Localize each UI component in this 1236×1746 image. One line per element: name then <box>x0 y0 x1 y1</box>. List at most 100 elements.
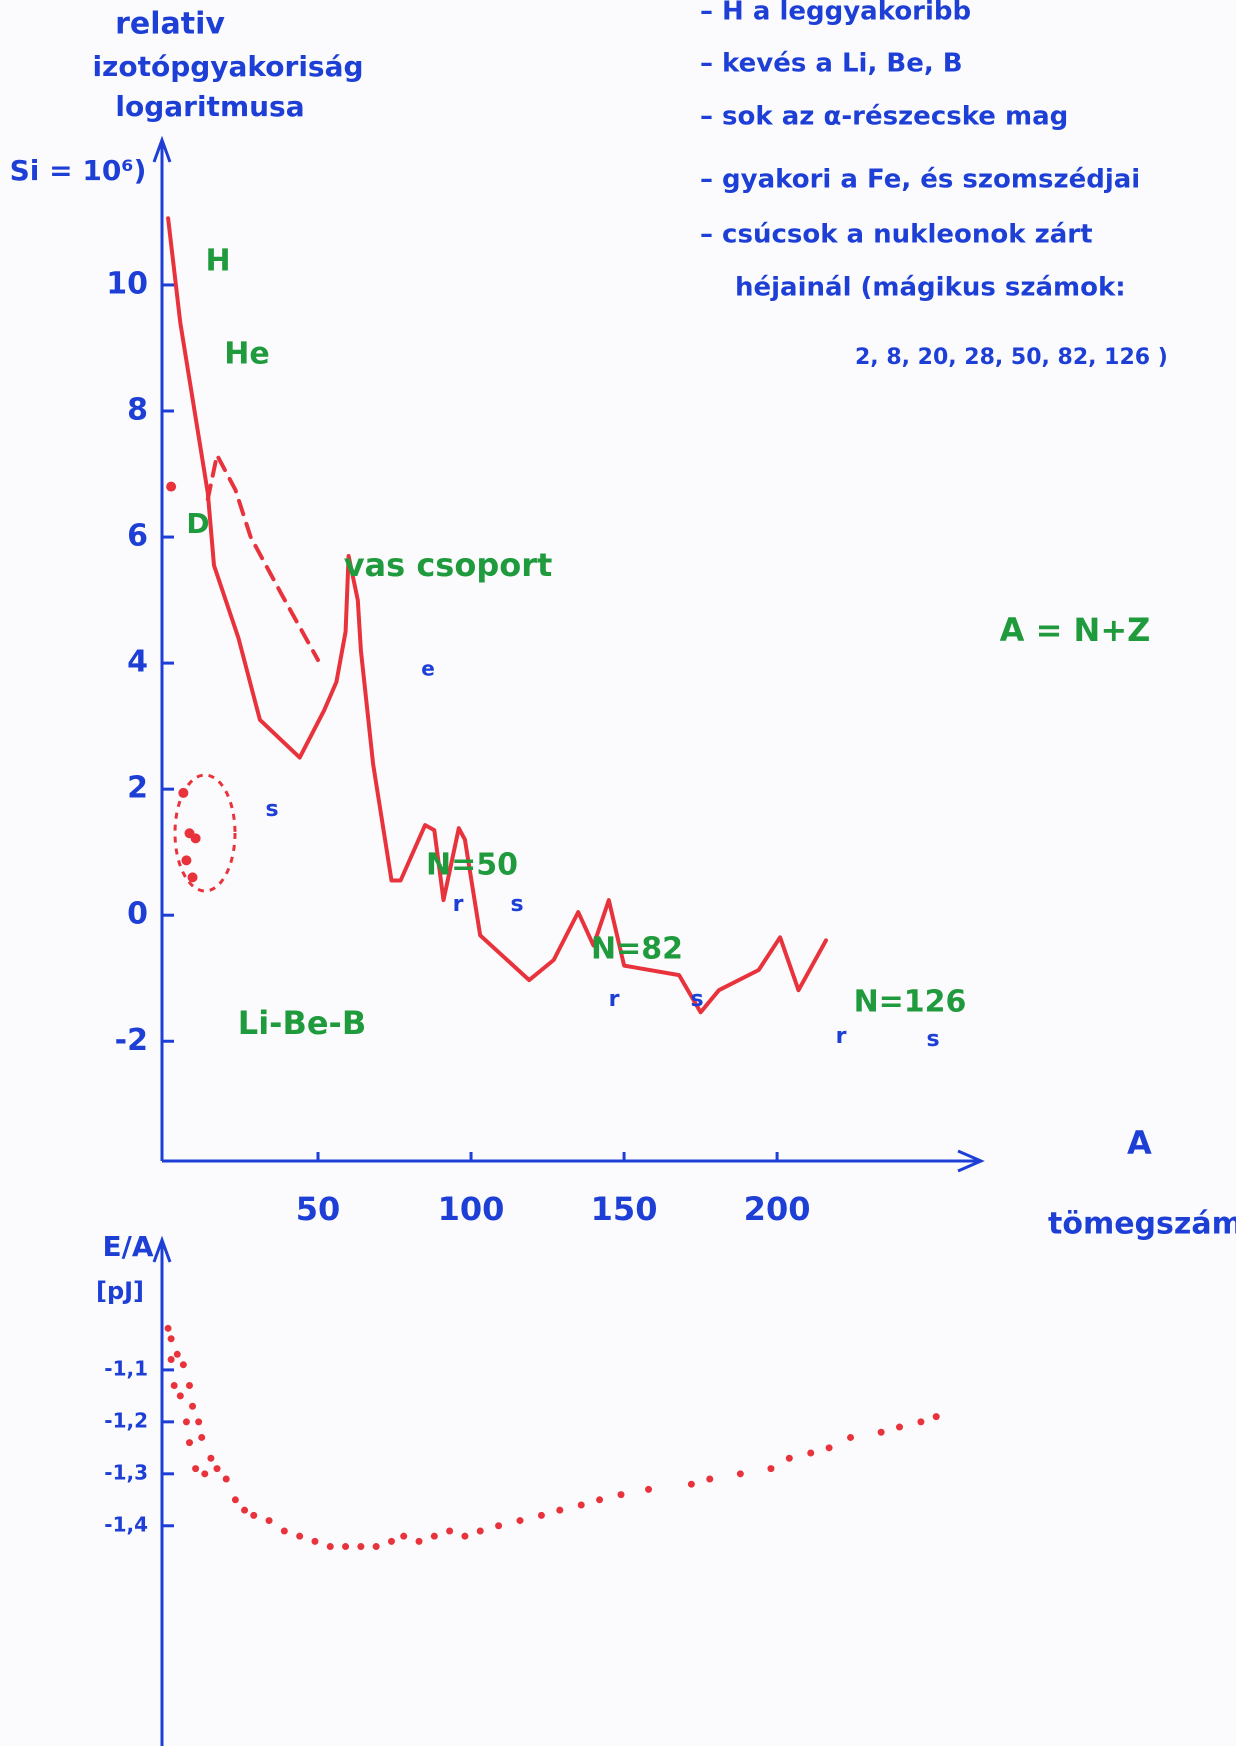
annotation: vas csoport <box>344 546 553 584</box>
data-point <box>400 1532 408 1540</box>
data-point <box>461 1532 469 1540</box>
y-tick-label: 10 <box>106 266 148 301</box>
annotation: D <box>186 507 209 540</box>
data-point <box>847 1433 855 1441</box>
data-point <box>387 1537 395 1545</box>
annotation: s <box>690 987 703 1012</box>
annotation: s <box>926 1027 939 1052</box>
x-tick-label: 100 <box>438 1190 505 1228</box>
data-point <box>167 1335 175 1343</box>
data-point <box>241 1506 249 1514</box>
annotation: N=82 <box>591 932 683 967</box>
data-point <box>179 1361 187 1369</box>
data-point <box>706 1475 714 1483</box>
y-axis-arrow <box>152 135 172 163</box>
data-point <box>280 1527 288 1535</box>
data-point <box>231 1496 239 1504</box>
data-point <box>807 1449 815 1457</box>
x-tick-label: 200 <box>744 1190 811 1228</box>
data-point <box>476 1527 484 1535</box>
data-point <box>185 1381 193 1389</box>
data-point <box>430 1532 438 1540</box>
data-point <box>825 1444 833 1452</box>
y-axis-label: [pJ] <box>96 1277 144 1305</box>
note-line: – gyakori a Fe, és szomszédjai <box>700 165 1140 195</box>
y-tick-label: 4 <box>127 645 148 680</box>
x-tick-label: 150 <box>591 1190 658 1228</box>
y-tick-label: 6 <box>127 519 148 554</box>
x-axis-label: A <box>1127 1124 1152 1162</box>
data-point <box>932 1413 940 1421</box>
data-point <box>178 787 189 798</box>
x-axis-arrow <box>957 1149 985 1173</box>
data-point <box>326 1543 334 1551</box>
annotation: r <box>836 1024 847 1049</box>
data-point <box>917 1418 925 1426</box>
data-point <box>222 1475 230 1483</box>
data-point <box>167 1356 175 1364</box>
y-tick-label: 0 <box>127 897 148 932</box>
annotation: N=50 <box>426 848 518 883</box>
x-tick-label: 50 <box>296 1190 341 1228</box>
y-axis-arrow <box>152 1235 172 1263</box>
data-point <box>213 1465 221 1473</box>
data-point <box>181 855 192 866</box>
note-line: – csúcsok a nukleonok zárt <box>700 220 1093 250</box>
annotation: s <box>265 797 278 822</box>
data-point <box>296 1532 304 1540</box>
data-point <box>357 1543 365 1551</box>
data-point <box>577 1501 585 1509</box>
data-point <box>185 1439 193 1447</box>
data-point <box>415 1537 423 1545</box>
y-tick-label: -1,1 <box>104 1356 148 1380</box>
data-point <box>495 1522 503 1530</box>
annotation: H <box>205 244 230 279</box>
y-tick-label: -1,2 <box>104 1408 148 1432</box>
y-tick-label: 8 <box>127 393 148 428</box>
data-point <box>198 1433 206 1441</box>
y-tick-label: -1,3 <box>104 1460 148 1484</box>
data-point <box>596 1496 604 1504</box>
annotation: e <box>421 657 435 681</box>
annotation: r <box>453 892 464 917</box>
annotation: N=126 <box>854 985 967 1020</box>
y-axis-label: izotópgyakoriság <box>92 50 363 83</box>
data-point <box>516 1517 524 1525</box>
data-point <box>207 1454 215 1462</box>
data-point <box>166 481 177 492</box>
data-point <box>785 1454 793 1462</box>
annotation: s <box>510 892 523 917</box>
data-point <box>617 1491 625 1499</box>
data-point <box>192 1465 200 1473</box>
data-point <box>895 1423 903 1431</box>
note-line: – H a leggyakoribb <box>700 0 971 27</box>
y-axis-label: E/A <box>102 1230 153 1263</box>
abundance-line <box>205 453 320 662</box>
data-point <box>176 1392 184 1400</box>
note-line: héjainál (mágikus számok: <box>735 273 1126 303</box>
note-line: – kevés a Li, Be, B <box>700 49 963 79</box>
data-point <box>187 872 198 883</box>
data-point <box>195 1418 203 1426</box>
data-point <box>190 833 201 844</box>
data-point <box>170 1381 178 1389</box>
data-point <box>265 1517 273 1525</box>
y-axis-label: relativ <box>115 7 225 42</box>
data-point <box>250 1511 258 1519</box>
note-line: – sok az α-részecske mag <box>700 102 1068 132</box>
data-point <box>342 1543 350 1551</box>
annotation: A = N+Z <box>1000 611 1151 649</box>
annotation: He <box>224 337 269 372</box>
y-tick-label: 2 <box>127 771 148 806</box>
data-point <box>736 1470 744 1478</box>
data-point <box>372 1543 380 1551</box>
data-point <box>556 1506 564 1514</box>
data-point <box>877 1428 885 1436</box>
data-point <box>446 1527 454 1535</box>
y-axis-label: logaritmusa <box>115 90 304 123</box>
abundance-line <box>166 216 828 1015</box>
data-point <box>201 1470 209 1478</box>
y-tick-label: -2 <box>115 1023 148 1058</box>
